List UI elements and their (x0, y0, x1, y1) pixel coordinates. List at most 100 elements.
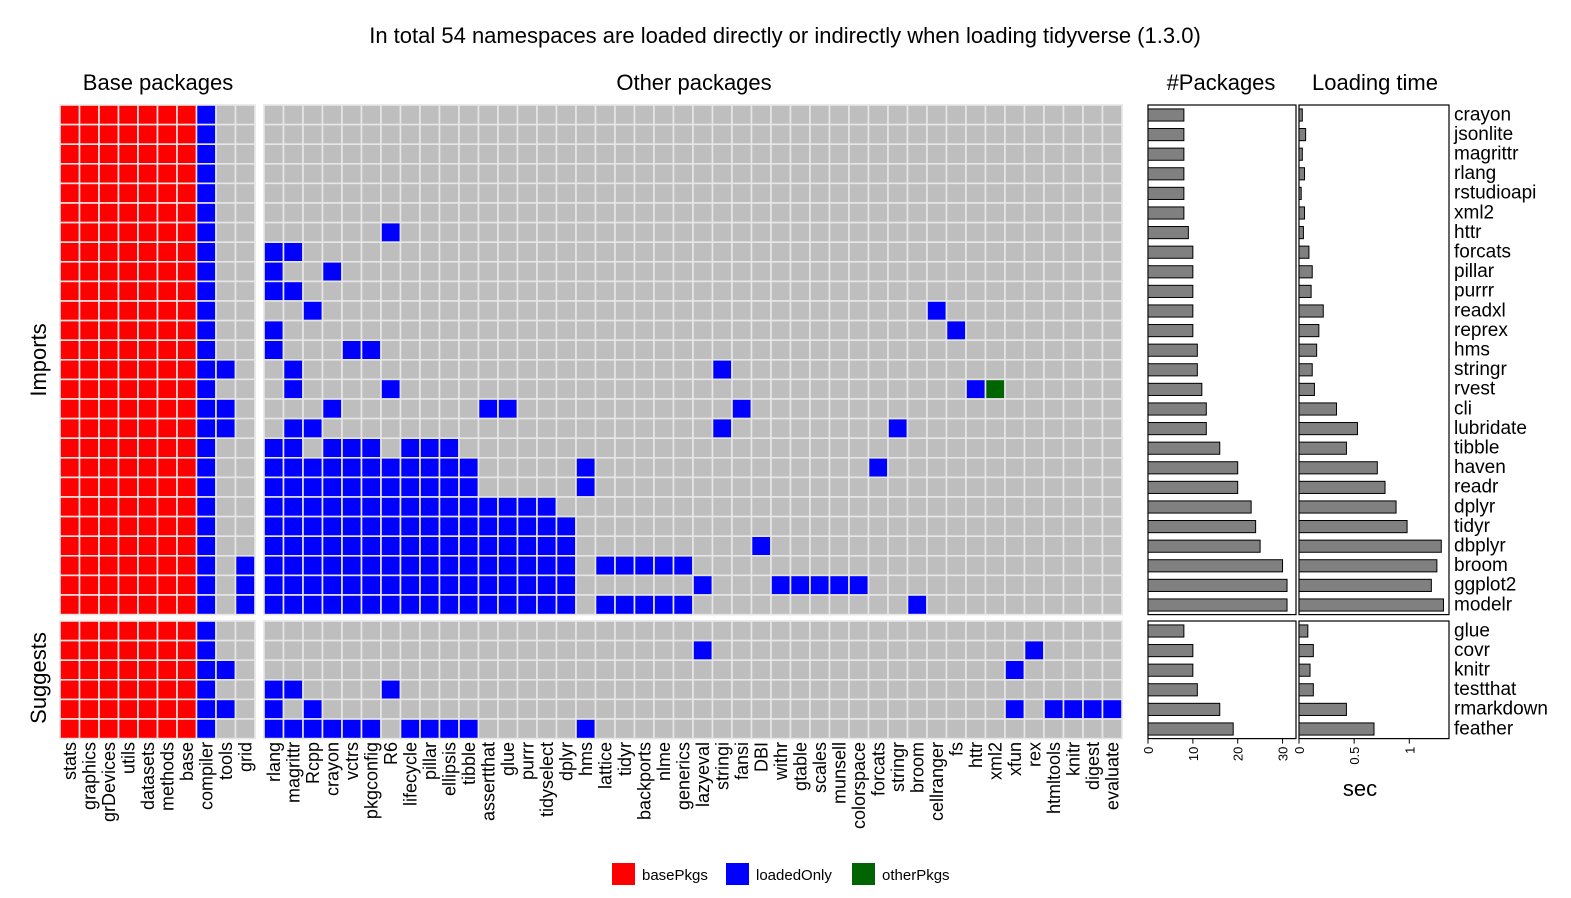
row-label: broom (1454, 555, 1508, 576)
column-label: assertthat (478, 742, 498, 821)
heatmap-cell (1062, 456, 1084, 479)
heatmap-cell (98, 698, 120, 720)
heatmap-cell (633, 594, 655, 616)
heatmap-cell (867, 280, 889, 302)
heatmap-cell (692, 241, 714, 263)
heatmap-cell (419, 554, 441, 577)
heatmap-cell (438, 574, 460, 596)
heatmap-cell (867, 417, 889, 440)
heatmap-cell (984, 280, 1006, 302)
heatmap-cell (321, 718, 343, 740)
heatmap-cell (770, 398, 792, 420)
heatmap-cell (750, 182, 772, 204)
heatmap-cell (78, 300, 100, 322)
heatmap-cell (234, 241, 256, 263)
heatmap-cell (341, 123, 363, 145)
heatmap-cell (984, 678, 1006, 701)
heatmap-cell (1101, 535, 1123, 557)
bar (1147, 722, 1234, 736)
heatmap-cell (555, 620, 577, 642)
heatmap-cell (692, 718, 714, 740)
heatmap-cell (215, 241, 237, 263)
heatmap-cell (234, 456, 256, 479)
heatmap-cell (1043, 476, 1065, 498)
heatmap-cell (633, 718, 655, 740)
heatmap-cell (176, 163, 198, 185)
heatmap-cell (117, 456, 139, 479)
heatmap-cell (78, 241, 100, 263)
heatmap-cell (750, 163, 772, 185)
heatmap-cell (1004, 515, 1026, 537)
heatmap-cell (809, 241, 831, 263)
heatmap-cell (458, 476, 480, 498)
heatmap-cell (984, 182, 1006, 204)
heatmap-cell (906, 280, 928, 302)
bar (1298, 441, 1347, 455)
heatmap-cell (458, 456, 480, 479)
heatmap-cell (360, 398, 382, 420)
heatmap-cell (906, 358, 928, 381)
heatmap-cell (360, 698, 382, 720)
bar (1147, 363, 1198, 377)
column-label: stringi (712, 742, 732, 790)
heatmap-cell (1023, 574, 1045, 596)
heatmap-cell (1004, 260, 1026, 283)
heatmap-cell (653, 358, 675, 381)
heatmap-cell (965, 496, 987, 518)
heatmap-cell (867, 398, 889, 420)
heatmap-cell (156, 339, 178, 361)
heatmap-cell (536, 241, 558, 263)
heatmap-cell (711, 698, 733, 720)
heatmap-cell (614, 639, 636, 661)
heatmap-cell (380, 280, 402, 302)
heatmap-cell (828, 221, 850, 244)
heatmap-cell (282, 456, 304, 479)
heatmap-cell (692, 476, 714, 498)
heatmap-cell (984, 639, 1006, 661)
heatmap-cell (234, 437, 256, 459)
heatmap-cell (1023, 515, 1045, 537)
heatmap-cell (477, 319, 499, 342)
heatmap-cell (887, 535, 909, 557)
heatmap-cell (692, 104, 714, 126)
heatmap-cell (848, 417, 870, 440)
heatmap-cell (633, 241, 655, 263)
heatmap-cell (945, 496, 967, 518)
chart-title: In total 54 namespaces are loaded direct… (369, 23, 1201, 48)
heatmap-cell (887, 698, 909, 720)
heatmap-cell (516, 639, 538, 661)
heatmap-cell (848, 104, 870, 126)
heatmap-cell (458, 260, 480, 283)
heatmap-cell (263, 639, 285, 661)
heatmap-cell (380, 143, 402, 165)
heatmap-cell (1004, 163, 1026, 185)
heatmap-cell (614, 554, 636, 577)
heatmap-cell (117, 476, 139, 498)
heatmap-cell (536, 182, 558, 204)
heatmap-cell (195, 104, 217, 126)
heatmap-cell (78, 143, 100, 165)
heatmap-cell (497, 639, 519, 661)
heatmap-cell (848, 639, 870, 661)
heatmap-cell (594, 260, 616, 283)
heatmap-cell (380, 300, 402, 322)
heatmap-cell (809, 104, 831, 126)
heatmap-cell (302, 358, 324, 381)
heatmap-cell (926, 718, 948, 740)
heatmap-cell (867, 163, 889, 185)
heatmap-cell (360, 456, 382, 479)
heatmap-cell (176, 659, 198, 681)
heatmap-cell (458, 437, 480, 459)
heatmap-cell (984, 123, 1006, 145)
bar (1298, 265, 1313, 279)
bar (1298, 500, 1397, 514)
heatmap-cell (234, 358, 256, 381)
heatmap-cell (176, 182, 198, 204)
heatmap-cell (341, 554, 363, 577)
heatmap-cell (215, 143, 237, 165)
bar (1147, 702, 1221, 716)
row-label: readr (1454, 477, 1499, 498)
heatmap-cell (1023, 182, 1045, 204)
heatmap-cell (321, 476, 343, 498)
heatmap-cell (1101, 123, 1123, 145)
